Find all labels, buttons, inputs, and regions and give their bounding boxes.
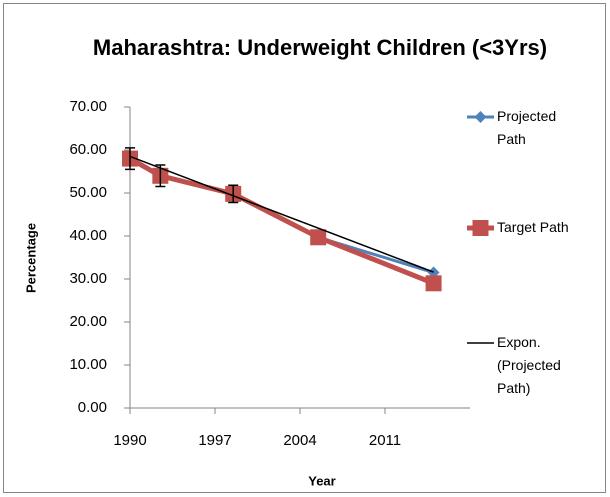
- y-tick-label: 60.00: [69, 141, 107, 158]
- y-tick-label: 30.00: [69, 270, 107, 287]
- marker: [474, 111, 487, 123]
- legend-item: Target Path: [467, 216, 597, 239]
- x-tick-label: 2004: [283, 432, 316, 449]
- legend-label: Target Path: [497, 219, 569, 235]
- y-tick-label: 10.00: [69, 356, 107, 373]
- y-tick-label: 0.00: [78, 399, 107, 416]
- marker: [472, 220, 489, 236]
- chart-border: [3, 3, 606, 493]
- y-tick-label: 50.00: [69, 184, 107, 201]
- legend-swatch: [467, 342, 494, 344]
- x-tick-label: 2011: [369, 432, 401, 449]
- y-tick-label: 20.00: [69, 313, 107, 330]
- x-axis-label: Year: [308, 473, 335, 488]
- error-bar: [125, 147, 135, 171]
- y-tick-label: 40.00: [69, 227, 107, 244]
- legend-swatch: [467, 220, 494, 236]
- y-tick-label: 70.00: [69, 98, 107, 115]
- legend-item: Projected Path: [467, 105, 597, 151]
- legend-item: Expon. (Projected Path): [467, 331, 597, 400]
- error-bar: [228, 184, 239, 204]
- y-axis-label: Percentage: [23, 223, 38, 293]
- legend-label: Projected Path: [497, 108, 557, 147]
- legend-label: Expon. (Projected Path): [497, 334, 561, 396]
- series-line: [129, 155, 434, 273]
- x-tick-label: 1990: [113, 432, 146, 449]
- legend-swatch: [467, 111, 494, 123]
- chart-title: Maharashtra: Underweight Children (<3Yrs…: [92, 35, 548, 60]
- marker: [425, 275, 442, 292]
- marker: [310, 229, 327, 246]
- x-tick-label: 1997: [198, 432, 231, 449]
